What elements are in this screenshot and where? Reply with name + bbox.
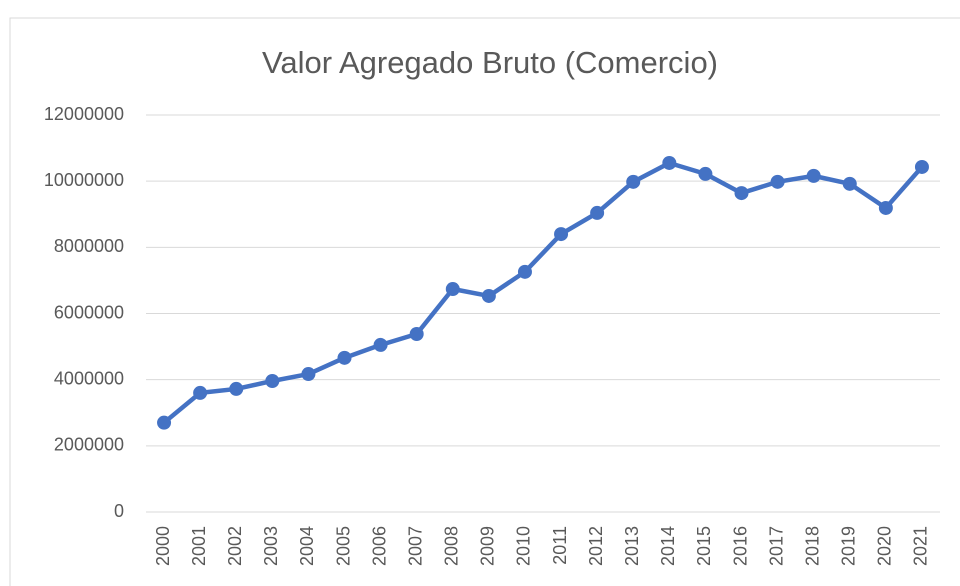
- x-tick-label: 2005: [333, 526, 353, 566]
- y-tick-label: 4000000: [54, 368, 124, 388]
- x-tick-label: 2017: [766, 526, 786, 566]
- x-tick-label: 2019: [839, 526, 859, 566]
- point: [337, 350, 352, 365]
- x-tick-label: 2018: [802, 526, 822, 566]
- point: [301, 367, 316, 382]
- point: [626, 174, 641, 189]
- point: [229, 381, 244, 396]
- x-tick-label: 2014: [658, 526, 678, 566]
- point: [157, 415, 172, 430]
- point: [806, 168, 821, 183]
- point: [662, 155, 677, 170]
- point: [265, 373, 280, 388]
- x-tick-label: 2000: [153, 526, 173, 566]
- x-tick-label: 2020: [875, 526, 895, 566]
- chart-title: Valor Agregado Bruto (Comercio): [262, 45, 718, 80]
- point: [770, 174, 785, 189]
- x-tick-label: 2009: [478, 526, 498, 566]
- point: [734, 186, 749, 201]
- y-tick-label: 8000000: [54, 236, 124, 256]
- chart-frame: [9, 17, 960, 586]
- point: [517, 264, 532, 279]
- point: [373, 337, 388, 352]
- point: [193, 385, 208, 400]
- x-tick-label: 2016: [730, 526, 750, 566]
- y-tick-label: 2000000: [54, 435, 124, 455]
- y-tick-label: 12000000: [44, 104, 124, 124]
- x-tick-label: 2011: [550, 526, 570, 565]
- x-tick-label: 2002: [225, 526, 245, 566]
- point: [590, 205, 605, 220]
- point: [842, 176, 857, 191]
- x-tick-label: 2001: [189, 526, 209, 566]
- x-tick-label: 2007: [405, 526, 425, 566]
- y-tick-label: 0: [114, 501, 124, 521]
- x-tick-label: 2006: [369, 526, 389, 566]
- x-tick-label: 2008: [442, 526, 462, 566]
- x-tick-label: 2012: [586, 526, 606, 566]
- point: [481, 288, 496, 303]
- point: [409, 327, 424, 342]
- point: [878, 200, 893, 215]
- x-tick-label: 2013: [622, 526, 642, 566]
- point: [445, 282, 460, 297]
- x-tick-label: 2003: [261, 526, 281, 566]
- x-tick-label: 2004: [297, 526, 317, 566]
- point: [698, 166, 713, 181]
- x-tick-label: 2015: [694, 526, 714, 566]
- point: [554, 227, 569, 242]
- x-tick-label: 2021: [911, 526, 931, 566]
- y-tick-label: 6000000: [54, 302, 124, 322]
- point: [914, 159, 929, 174]
- x-tick-label: 2010: [514, 526, 534, 566]
- line: [162, 160, 924, 425]
- y-tick-label: 10000000: [44, 170, 124, 190]
